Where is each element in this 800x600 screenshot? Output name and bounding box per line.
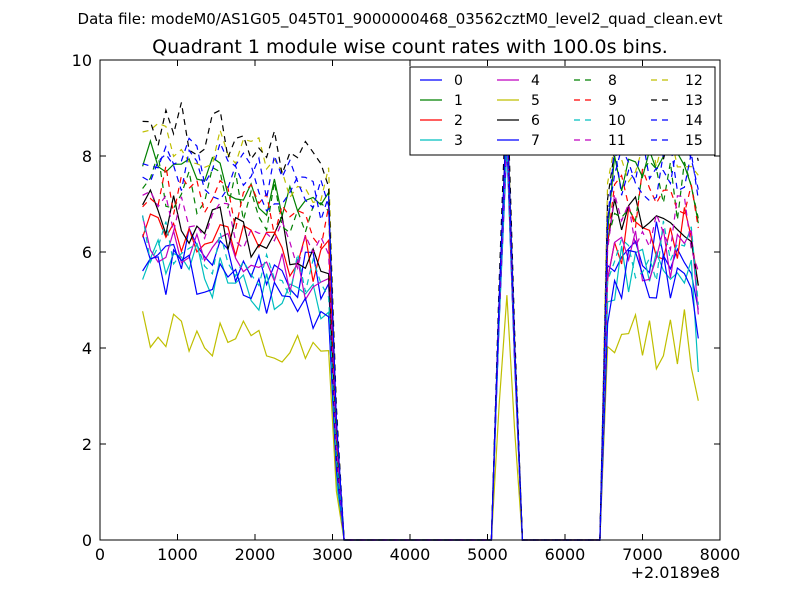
x-tick-label: 1000 xyxy=(157,545,198,564)
legend-label-14: 14 xyxy=(685,113,703,129)
x-tick-label: 6000 xyxy=(545,545,586,564)
legend-label-7: 7 xyxy=(531,133,540,149)
legend-label-1: 1 xyxy=(454,93,463,109)
y-tick-label: 4 xyxy=(82,339,92,358)
legend-label-10: 10 xyxy=(608,113,626,129)
chart-title: Quadrant 1 module wise count rates with … xyxy=(152,36,668,58)
legend-label-4: 4 xyxy=(531,73,540,89)
series-line-5 xyxy=(142,295,699,541)
series-line-7 xyxy=(142,141,699,541)
series-line-9 xyxy=(142,122,699,541)
series-line-14 xyxy=(142,103,699,541)
series-line-6 xyxy=(142,107,699,541)
x-tick-label: 8000 xyxy=(700,545,741,564)
legend-label-12: 12 xyxy=(685,73,703,89)
x-tick-label: 4000 xyxy=(390,545,431,564)
legend-label-8: 8 xyxy=(608,73,617,89)
legend-label-6: 6 xyxy=(531,113,540,129)
series-line-13 xyxy=(142,74,699,541)
series-line-3 xyxy=(142,146,699,541)
legend-label-2: 2 xyxy=(454,113,463,129)
y-tick-label: 10 xyxy=(72,51,92,70)
x-offset-label: +2.0189e8 xyxy=(631,563,720,582)
y-tick-label: 2 xyxy=(82,435,92,454)
legend-label-9: 9 xyxy=(608,93,617,109)
x-tick-label: 7000 xyxy=(622,545,663,564)
legend-label-13: 13 xyxy=(685,93,703,109)
series-line-10 xyxy=(142,136,699,541)
legend-label-15: 15 xyxy=(685,133,703,149)
chart-suptitle: Data file: modeM0/AS1G05_045T01_90000004… xyxy=(78,10,723,29)
x-tick-label: 2000 xyxy=(235,545,276,564)
legend-label-5: 5 xyxy=(531,93,540,109)
x-tick-label: 5000 xyxy=(467,545,508,564)
y-tick-label: 6 xyxy=(82,243,92,262)
series-line-2 xyxy=(142,127,699,541)
legend-label-11: 11 xyxy=(608,133,626,149)
legend-label-0: 0 xyxy=(454,73,463,89)
x-tick-label: 0 xyxy=(95,545,105,564)
series-line-8 xyxy=(142,112,699,541)
y-tick-label: 8 xyxy=(82,147,92,166)
series-line-15 xyxy=(142,107,699,541)
y-tick-label: 0 xyxy=(82,531,92,550)
x-tick-label: 3000 xyxy=(312,545,353,564)
legend-label-3: 3 xyxy=(454,133,463,149)
